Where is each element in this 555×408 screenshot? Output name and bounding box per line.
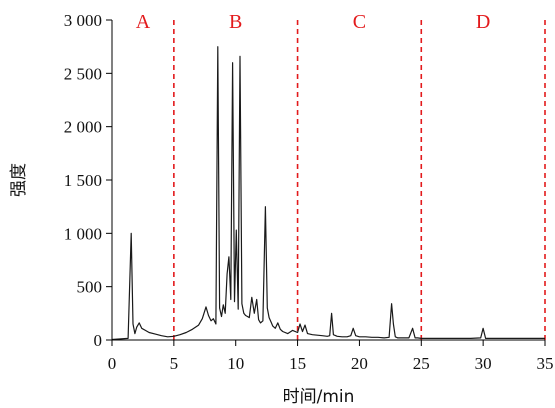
region-label: A: [136, 11, 151, 33]
chromatogram-series-line: [111, 46, 545, 341]
x-tick-label: 0: [108, 354, 117, 373]
x-tick-label: 20: [351, 354, 368, 373]
region-label: D: [476, 11, 490, 33]
x-tick-label: 35: [537, 354, 554, 373]
y-tick-label: 500: [77, 278, 103, 297]
y-tick-label: 1 000: [64, 224, 102, 243]
axes-layer: [111, 20, 545, 341]
y-tick-label: 0: [94, 331, 103, 350]
y-tick-label: 3 000: [64, 11, 102, 30]
x-tick-label: 25: [413, 354, 430, 373]
x-tick-label: 30: [475, 354, 492, 373]
y-tick-label: 1 500: [64, 171, 102, 190]
y-tick-label: 2 000: [64, 118, 102, 137]
y-axis-title: 强度: [9, 163, 29, 197]
x-tick-label: 5: [170, 354, 179, 373]
ticks-layer: 0 500 1 000 1 500 2 000 2 500 3 000 0 5 10 15 20 25 3…: [64, 11, 554, 373]
series-layer: [111, 46, 545, 341]
x-axis-title: 时间/min: [283, 387, 355, 407]
x-tick-label: 15: [289, 354, 306, 373]
region-layer: A B C D: [136, 11, 546, 340]
region-label: C: [353, 11, 366, 33]
x-tick-label: 10: [227, 354, 244, 373]
region-label: B: [229, 11, 242, 33]
y-tick-label: 2 500: [64, 64, 102, 83]
